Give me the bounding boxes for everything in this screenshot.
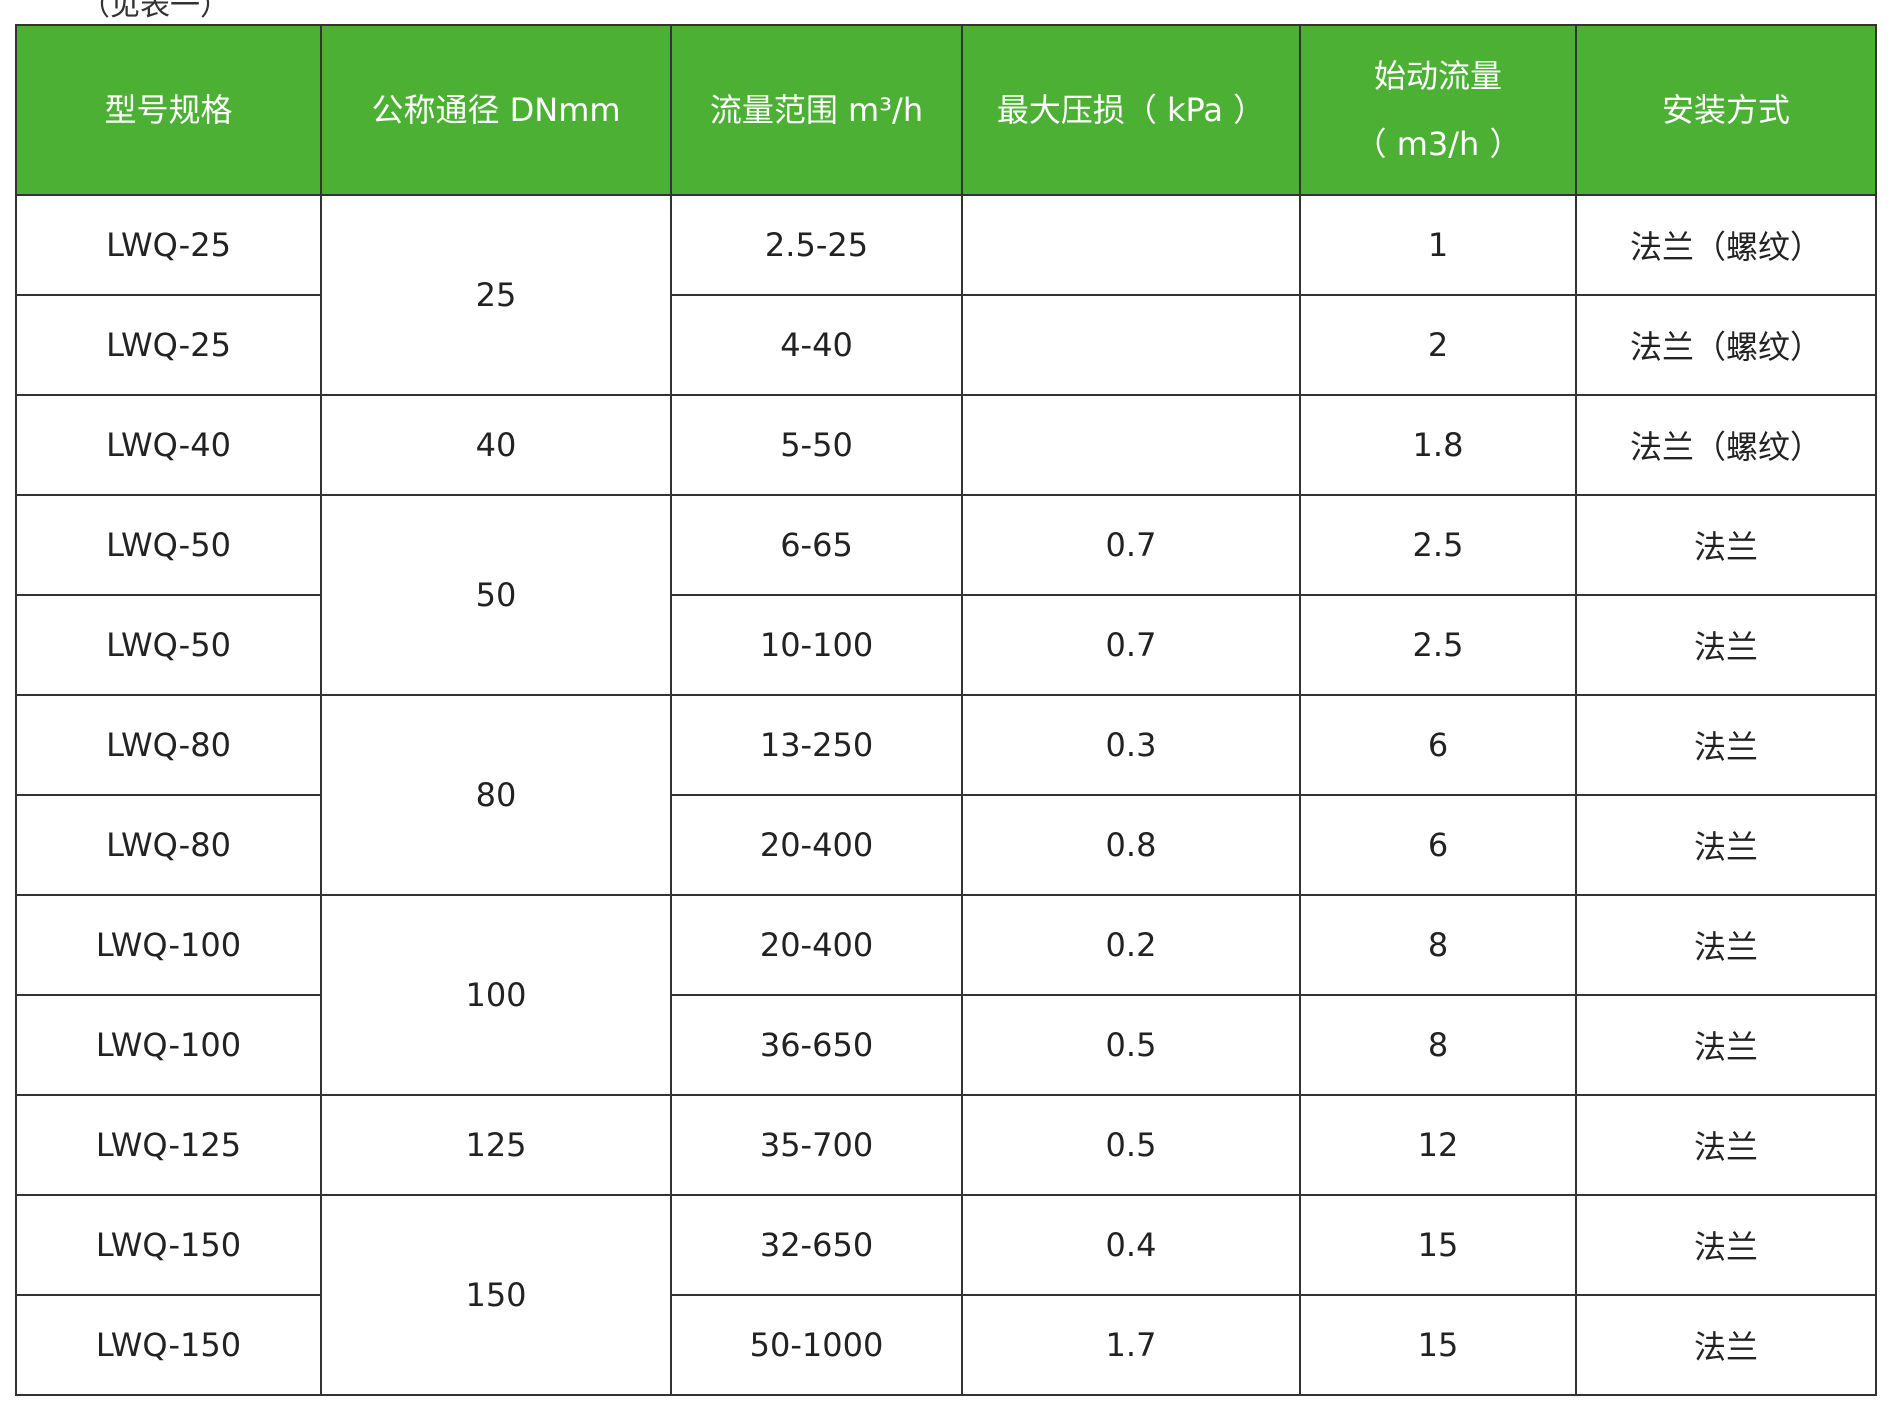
cell: LWQ-100 — [15, 994, 322, 1096]
cell: 25 — [320, 194, 672, 396]
header-cell: 公称通径 DNmm — [320, 24, 672, 196]
cell: 50-1000 — [670, 1294, 963, 1396]
cell: LWQ-50 — [15, 594, 322, 696]
spec-table: 型号规格 公称通径 DNmm 流量范围 m³/h 最大压损（ kPa ） 始动流量 （ m… — [15, 24, 1877, 1396]
table-row: LWQ-50 50 6-65 0.7 2.5 法兰 — [15, 494, 1877, 696]
table-row: LWQ-100 36-650 0.5 8 法兰 — [15, 994, 1877, 1096]
cell: 法兰（螺纹） — [1575, 294, 1877, 396]
cell: LWQ-50 — [15, 494, 322, 596]
cell: 8 — [1299, 994, 1577, 1096]
header-line: （ m3/h ） — [1354, 125, 1522, 163]
cell: 0.2 — [961, 894, 1301, 996]
cell: 法兰 — [1575, 894, 1877, 996]
header-row: 型号规格 公称通径 DNmm 流量范围 m³/h 最大压损（ kPa ） 始动流量 （ m… — [15, 24, 1877, 196]
cell: 法兰 — [1575, 1294, 1877, 1396]
cell: LWQ-25 — [15, 294, 322, 396]
cell: LWQ-100 — [15, 894, 322, 996]
cell: 35-700 — [670, 1094, 963, 1196]
cell: 13-250 — [670, 694, 963, 796]
cell: 2 — [1299, 294, 1577, 396]
cell: 法兰 — [1575, 494, 1877, 596]
table-body: LWQ-25 25 2.5-25 1 法兰（螺纹） LWQ-25 4-40 2 法兰（螺纹） LW… — [15, 194, 1877, 1396]
cell: 法兰 — [1575, 794, 1877, 896]
header-cell: 始动流量 （ m3/h ） — [1299, 24, 1577, 196]
cell: 100 — [320, 894, 672, 1096]
cell: 12 — [1299, 1094, 1577, 1196]
cell: 0.5 — [961, 1094, 1301, 1196]
table-row: LWQ-80 80 13-250 0.3 6 法兰 — [15, 694, 1877, 896]
cell: 法兰 — [1575, 1194, 1877, 1296]
cell: LWQ-25 — [15, 194, 322, 296]
table-row: LWQ-80 20-400 0.8 6 法兰 — [15, 794, 1877, 896]
cell: 40 — [320, 394, 672, 496]
caption: （见表一） — [80, 0, 230, 23]
cell: 法兰 — [1575, 1094, 1877, 1196]
cell: 法兰（螺纹） — [1575, 394, 1877, 496]
cell: 8 — [1299, 894, 1577, 996]
cell: 0.4 — [961, 1194, 1301, 1296]
cell: 2.5 — [1299, 594, 1577, 696]
cell: 1.8 — [1299, 394, 1577, 496]
cell: 6 — [1299, 694, 1577, 796]
header-cell: 型号规格 — [15, 24, 322, 196]
cell: 15 — [1299, 1294, 1577, 1396]
cell: LWQ-80 — [15, 694, 322, 796]
header-cell: 最大压损（ kPa ） — [961, 24, 1301, 196]
cell: 法兰 — [1575, 694, 1877, 796]
cell: 15 — [1299, 1194, 1577, 1296]
cell: 50 — [320, 494, 672, 696]
empty-cell — [961, 394, 1301, 496]
cell: 0.7 — [961, 494, 1301, 596]
table-row: LWQ-100 100 20-400 0.2 8 法兰 — [15, 894, 1877, 1096]
cell: 20-400 — [670, 794, 963, 896]
cell: 6-65 — [670, 494, 963, 596]
cell: 0.7 — [961, 594, 1301, 696]
cell: 4-40 — [670, 294, 963, 396]
cell: 6 — [1299, 794, 1577, 896]
cell: 0.5 — [961, 994, 1301, 1096]
table-row: LWQ-50 10-100 0.7 2.5 法兰 — [15, 594, 1877, 696]
cell: 80 — [320, 694, 672, 896]
cell: 0.8 — [961, 794, 1301, 896]
table-row: LWQ-25 4-40 2 法兰（螺纹） — [15, 294, 1877, 396]
cell: LWQ-125 — [15, 1094, 322, 1196]
table-row: LWQ-150 50-1000 1.7 15 法兰 — [15, 1294, 1877, 1396]
cell: 150 — [320, 1194, 672, 1396]
cell: 法兰 — [1575, 594, 1877, 696]
cell: 1.7 — [961, 1294, 1301, 1396]
header-cell: 流量范围 m³/h — [670, 24, 963, 196]
cell: 36-650 — [670, 994, 963, 1096]
cell: 1 — [1299, 194, 1577, 296]
cell: 法兰 — [1575, 994, 1877, 1096]
empty-cell — [961, 194, 1301, 296]
cell: 法兰（螺纹） — [1575, 194, 1877, 296]
table-row: LWQ-40 40 5-50 1.8 法兰（螺纹） — [15, 394, 1877, 496]
cell: LWQ-150 — [15, 1294, 322, 1396]
cell: 20-400 — [670, 894, 963, 996]
cell: 5-50 — [670, 394, 963, 496]
cell: 32-650 — [670, 1194, 963, 1296]
cell: LWQ-150 — [15, 1194, 322, 1296]
table-row: LWQ-150 150 32-650 0.4 15 法兰 — [15, 1194, 1877, 1396]
header-cell: 安装方式 — [1575, 24, 1877, 196]
table-row: LWQ-125 125 35-700 0.5 12 法兰 — [15, 1094, 1877, 1196]
empty-cell — [961, 294, 1301, 396]
cell: 125 — [320, 1094, 672, 1196]
table-row: LWQ-25 25 2.5-25 1 法兰（螺纹） — [15, 194, 1877, 396]
cell: 10-100 — [670, 594, 963, 696]
cell: LWQ-80 — [15, 794, 322, 896]
header-line: 始动流量 — [1373, 57, 1502, 95]
cell: 2.5 — [1299, 494, 1577, 596]
cell: 2.5-25 — [670, 194, 963, 296]
cell: 0.3 — [961, 694, 1301, 796]
cell: LWQ-40 — [15, 394, 322, 496]
